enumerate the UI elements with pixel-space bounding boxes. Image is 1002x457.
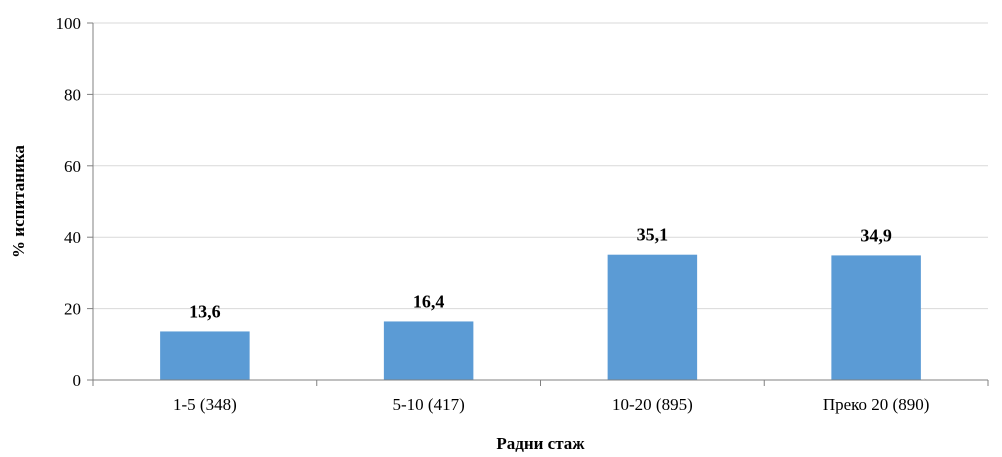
bar xyxy=(607,254,698,380)
x-tick-label: 5-10 (417) xyxy=(393,395,465,414)
x-tick-label: 10-20 (895) xyxy=(612,395,693,414)
bar-value-label: 13,6 xyxy=(189,301,221,321)
y-tick-label: 20 xyxy=(64,300,81,319)
y-tick-label: 0 xyxy=(73,371,82,390)
bar xyxy=(160,331,250,380)
bars xyxy=(160,254,921,380)
axes xyxy=(87,22,989,386)
x-tick-label: Преко 20 (890) xyxy=(823,395,930,414)
y-axis-title: % испитаника xyxy=(9,145,28,258)
y-tick-labels: 0 20 40 60 80 100 xyxy=(56,14,82,390)
bar-value-label: 34,9 xyxy=(860,225,892,245)
bar-value-label: 35,1 xyxy=(637,225,669,245)
x-tick-labels: 1-5 (348) 5-10 (417) 10-20 (895) Преко 20 (… xyxy=(173,395,929,414)
data-labels: 13,6 16,4 35,1 34,9 xyxy=(189,225,892,322)
y-tick-label: 60 xyxy=(64,157,81,176)
bar-value-label: 16,4 xyxy=(413,291,445,311)
x-axis-title: Радни стаж xyxy=(496,434,585,453)
bar xyxy=(383,321,474,380)
y-tick-label: 100 xyxy=(56,14,82,33)
y-tick-label: 40 xyxy=(64,228,81,247)
y-tick-label: 80 xyxy=(64,85,81,104)
bar xyxy=(831,255,921,380)
x-tick-label: 1-5 (348) xyxy=(173,395,237,414)
